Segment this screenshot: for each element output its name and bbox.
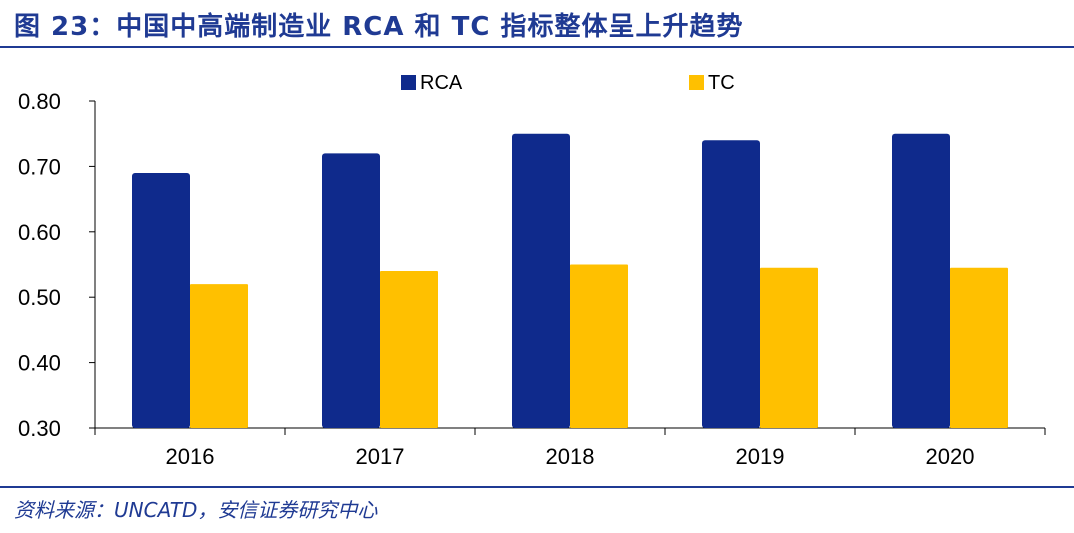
bar-series xyxy=(132,133,1008,428)
x-tick-label: 2016 xyxy=(166,444,215,469)
bar-tc-2018 xyxy=(570,264,628,428)
legend-swatch-rca xyxy=(401,75,416,90)
y-tick-label: 0.60 xyxy=(18,220,61,245)
source-divider xyxy=(0,486,1074,488)
bar-tc-2017 xyxy=(380,271,438,428)
legend-swatch-tc xyxy=(689,75,704,90)
bar-rca-2017 xyxy=(322,153,380,428)
bar-chart: RCA TC 0.300.400.500.600.700.80 2016 2017 2… xyxy=(18,72,1046,469)
y-axis: 0.30 0.40 0.50 0.60 0.70 0.80 xyxy=(18,89,96,441)
bar-tc-2019 xyxy=(760,267,818,428)
y-tick-label: 0.50 xyxy=(18,285,61,310)
bar-tc-2020 xyxy=(950,267,1008,428)
source-note: 资料来源：UNCATD，安信证券研究中心 xyxy=(14,498,378,522)
bar-rca-2018 xyxy=(512,133,570,428)
bar-rca-2016 xyxy=(132,172,190,428)
title-divider xyxy=(0,46,1074,48)
y-tick-label: 0.80 xyxy=(18,89,61,114)
x-tick-label: 2017 xyxy=(356,444,405,469)
figure-title: 图 23：中国中高端制造业 RCA 和 TC 指标整体呈上升趋势 xyxy=(14,12,744,42)
y-tick-label: 0.70 xyxy=(18,154,61,179)
legend-label-rca: RCA xyxy=(420,72,463,94)
x-tick-label: 2020 xyxy=(926,444,975,469)
x-tick-label: 2019 xyxy=(736,444,785,469)
legend-label-tc: TC xyxy=(708,72,735,94)
bar-rca-2020 xyxy=(892,133,950,428)
y-tick-label: 0.30 xyxy=(18,416,61,441)
y-tick-label: 0.40 xyxy=(18,351,61,376)
bar-rca-2019 xyxy=(702,140,760,428)
x-tick-label: 2018 xyxy=(546,444,595,469)
x-axis: 2016 2017 2018 2019 2020 xyxy=(94,427,1046,469)
bar-tc-2016 xyxy=(190,284,248,428)
chart-legend: RCA TC xyxy=(401,72,735,94)
